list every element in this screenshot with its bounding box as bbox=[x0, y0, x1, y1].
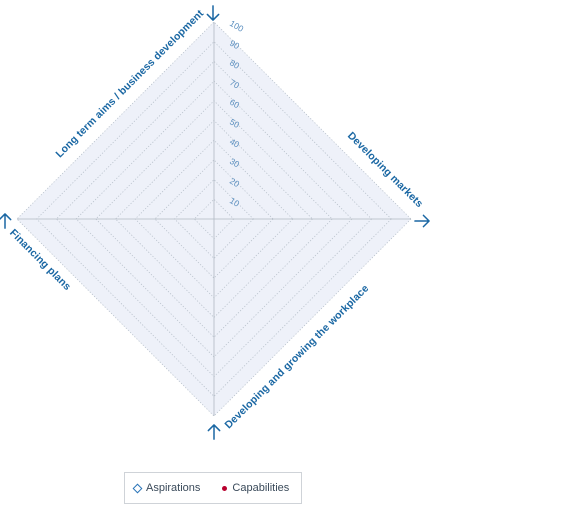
tick-label-20: 20 bbox=[228, 176, 241, 190]
legend-label-aspirations: Aspirations bbox=[146, 482, 201, 494]
legend-label-capabilities: Capabilities bbox=[232, 482, 290, 494]
tick-label-10: 10 bbox=[228, 195, 241, 209]
tick-label-50: 50 bbox=[228, 117, 241, 131]
arrow-icon-financing bbox=[0, 213, 12, 229]
diamond-marker-icon bbox=[132, 483, 143, 493]
legend-item-capabilities[interactable]: Capabilities bbox=[222, 482, 289, 494]
chart-legend: Aspirations Capabilities bbox=[124, 472, 302, 504]
tick-label-60: 60 bbox=[228, 97, 241, 111]
gridline-10 bbox=[193, 198, 235, 240]
tick-label-40: 40 bbox=[228, 136, 241, 150]
arrow-icon-long-term bbox=[206, 5, 220, 21]
arrow-icon-workplace bbox=[207, 424, 221, 440]
legend-item-aspirations[interactable]: Aspirations bbox=[132, 482, 201, 494]
tick-label-30: 30 bbox=[228, 156, 241, 170]
dot-marker-icon bbox=[222, 485, 228, 491]
tick-label-80: 80 bbox=[228, 57, 241, 71]
tick-label-100: 100 bbox=[228, 18, 246, 34]
arrow-icon-markets bbox=[414, 214, 430, 228]
gridline-60 bbox=[95, 100, 333, 338]
tick-label-90: 90 bbox=[228, 38, 241, 52]
tick-label-70: 70 bbox=[228, 77, 241, 91]
